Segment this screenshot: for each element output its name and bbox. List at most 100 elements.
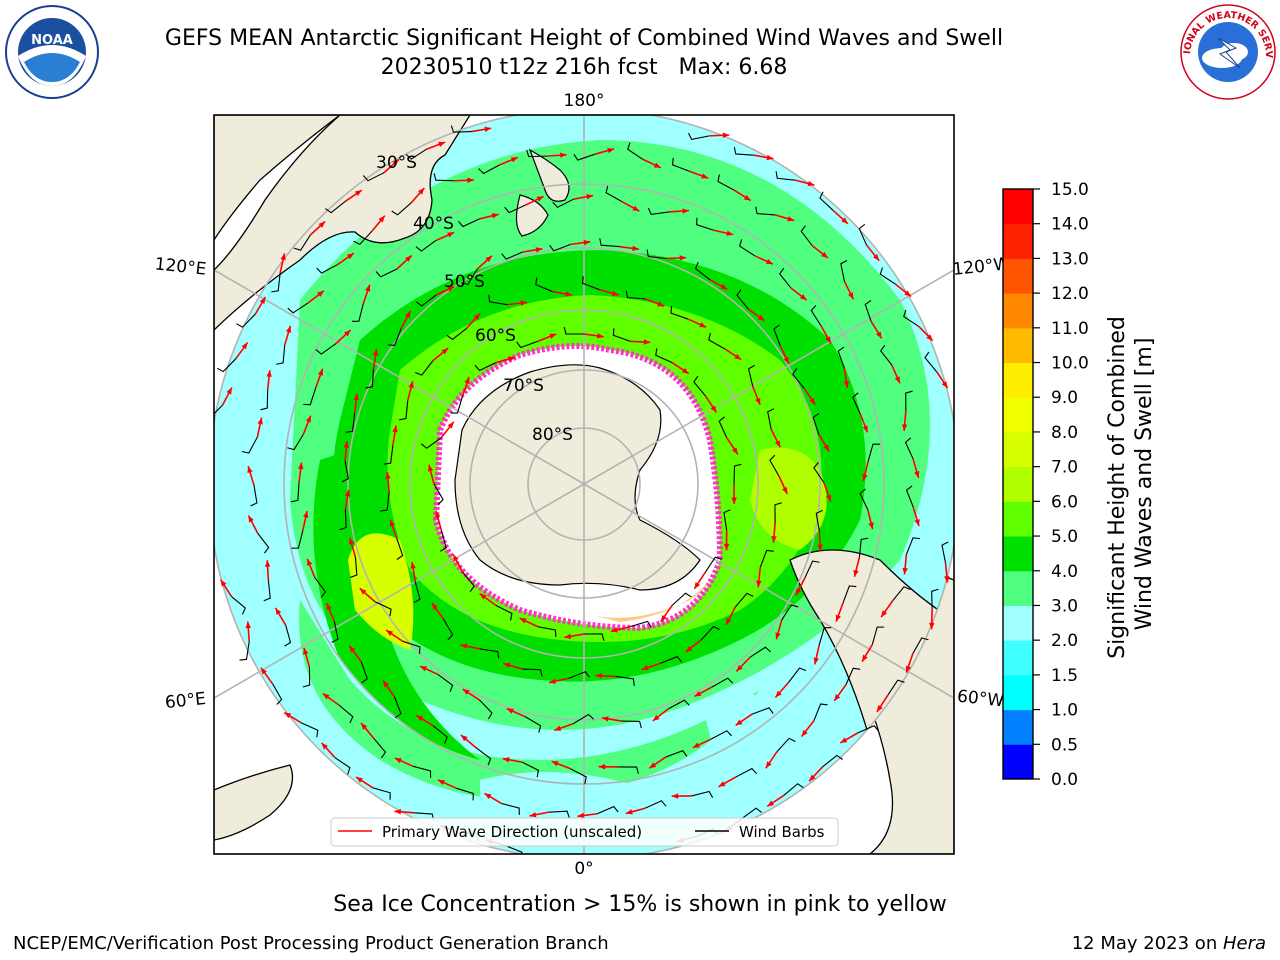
wave-arrow-head <box>416 715 424 722</box>
wave-arrow-head <box>598 764 606 770</box>
wind-barb <box>537 626 557 638</box>
wind-barb <box>573 153 596 161</box>
wind-barb <box>759 549 774 568</box>
wave-arrow-head <box>508 356 516 362</box>
wave-arrow-head <box>775 632 781 640</box>
wind-barb <box>599 238 620 248</box>
wind-barb <box>526 149 547 158</box>
wave-arrow-head <box>520 300 528 306</box>
wind-barb <box>239 641 250 661</box>
lat-label-60s: 60°S <box>475 326 516 346</box>
wind-barb <box>845 667 861 685</box>
colorbar-tick-label: 11.0 <box>1051 319 1089 339</box>
wave-arrow-head <box>701 173 709 179</box>
lat-label-30s: 30°S <box>376 153 417 173</box>
colorbar-segment <box>1003 431 1033 468</box>
wave-arrow-head <box>671 793 679 799</box>
wind-barb <box>688 132 710 141</box>
wind-barb <box>522 761 540 778</box>
wave-arrow-head <box>825 494 832 502</box>
wave-arrow-head <box>536 196 544 202</box>
wind-barb <box>812 412 820 435</box>
wind-barb <box>718 416 728 438</box>
wind-barb <box>774 502 782 523</box>
colorbar-tick-label: 14.0 <box>1051 215 1089 235</box>
wave-arrow-head <box>394 758 402 764</box>
wind-barb <box>668 699 690 710</box>
wave-arrow-head <box>405 255 412 262</box>
map-frame <box>213 114 955 855</box>
wind-barb <box>365 368 375 389</box>
wave-arrow-head <box>801 729 808 737</box>
wind-barb <box>315 343 337 355</box>
wind-barb <box>660 655 683 664</box>
wind-barb <box>455 787 474 801</box>
wind-barb <box>290 482 300 503</box>
colorbar-segment <box>1003 605 1033 641</box>
wind-barb <box>549 810 570 818</box>
wave-arrow-head <box>809 397 816 405</box>
wind-barb <box>325 200 346 214</box>
wave-arrow-head <box>385 472 391 479</box>
wave-arrow-head <box>601 716 609 722</box>
wind-barb <box>671 592 692 606</box>
wind-barb <box>723 509 731 531</box>
wind-barb <box>747 364 755 387</box>
wave-arrow-head <box>564 633 572 640</box>
wind-barb <box>694 261 711 281</box>
wave-arrow-head <box>303 511 309 518</box>
colorbar-tick-label: 8.0 <box>1051 423 1078 443</box>
wind-barb <box>260 390 269 411</box>
wave-arrow-head <box>248 515 254 523</box>
wave-arrow-head <box>382 680 389 688</box>
wave-arrow-head <box>510 157 518 163</box>
wind-barb <box>314 577 327 598</box>
wind-barb <box>501 803 520 816</box>
wind-barb <box>813 703 828 721</box>
wave-arrow-head <box>876 705 883 712</box>
wave-arrow-head <box>835 614 841 622</box>
wave-arrow-head <box>389 519 395 527</box>
wind-barb <box>736 289 749 310</box>
lon-label-60w: 60°W <box>956 687 1005 712</box>
wind-barb <box>621 720 642 729</box>
colorbar-segment <box>1003 536 1033 572</box>
wind-barb <box>733 463 742 485</box>
wave-arrow-head <box>583 239 591 246</box>
colorbar-tick-label: 0.0 <box>1051 770 1078 790</box>
wind-barb <box>457 218 480 228</box>
wave-arrow-head <box>427 464 434 472</box>
wind-barb <box>627 142 644 160</box>
colorbar-tick-label: 9.0 <box>1051 388 1078 408</box>
wind-barb <box>236 313 256 328</box>
wave-arrow-head <box>720 283 728 290</box>
wave-arrow-head <box>484 793 492 800</box>
wave-arrow-head <box>464 376 470 384</box>
wind-barb <box>837 346 845 369</box>
wave-arrow-head <box>431 603 438 610</box>
wind-barb <box>735 767 758 778</box>
wind-barb <box>478 164 500 175</box>
wave-arrow-head <box>260 667 267 675</box>
wave-arrow-head <box>343 441 350 448</box>
wind-barb <box>615 675 635 686</box>
wind-barb <box>374 601 392 617</box>
wave-arrow-head <box>321 742 328 750</box>
wave-arrow-head <box>796 588 802 596</box>
wind-barb <box>912 637 929 654</box>
wind-barb <box>372 787 391 800</box>
wind-barb <box>439 530 447 552</box>
wave-arrow-head <box>723 543 730 551</box>
wind-barb <box>413 581 421 604</box>
wind-barb <box>840 260 848 282</box>
wave-arrow-head <box>782 487 788 495</box>
wave-arrow-head <box>506 708 514 714</box>
wave-arrow-head <box>726 230 734 236</box>
wind-barb <box>479 648 500 659</box>
wind-barb <box>858 537 869 558</box>
wave-arrow-head <box>692 742 700 748</box>
wave-arrow-head <box>731 447 738 455</box>
wave-arrow-head <box>241 342 248 350</box>
wave-arrow-head <box>280 253 286 261</box>
wind-barb <box>479 699 493 720</box>
